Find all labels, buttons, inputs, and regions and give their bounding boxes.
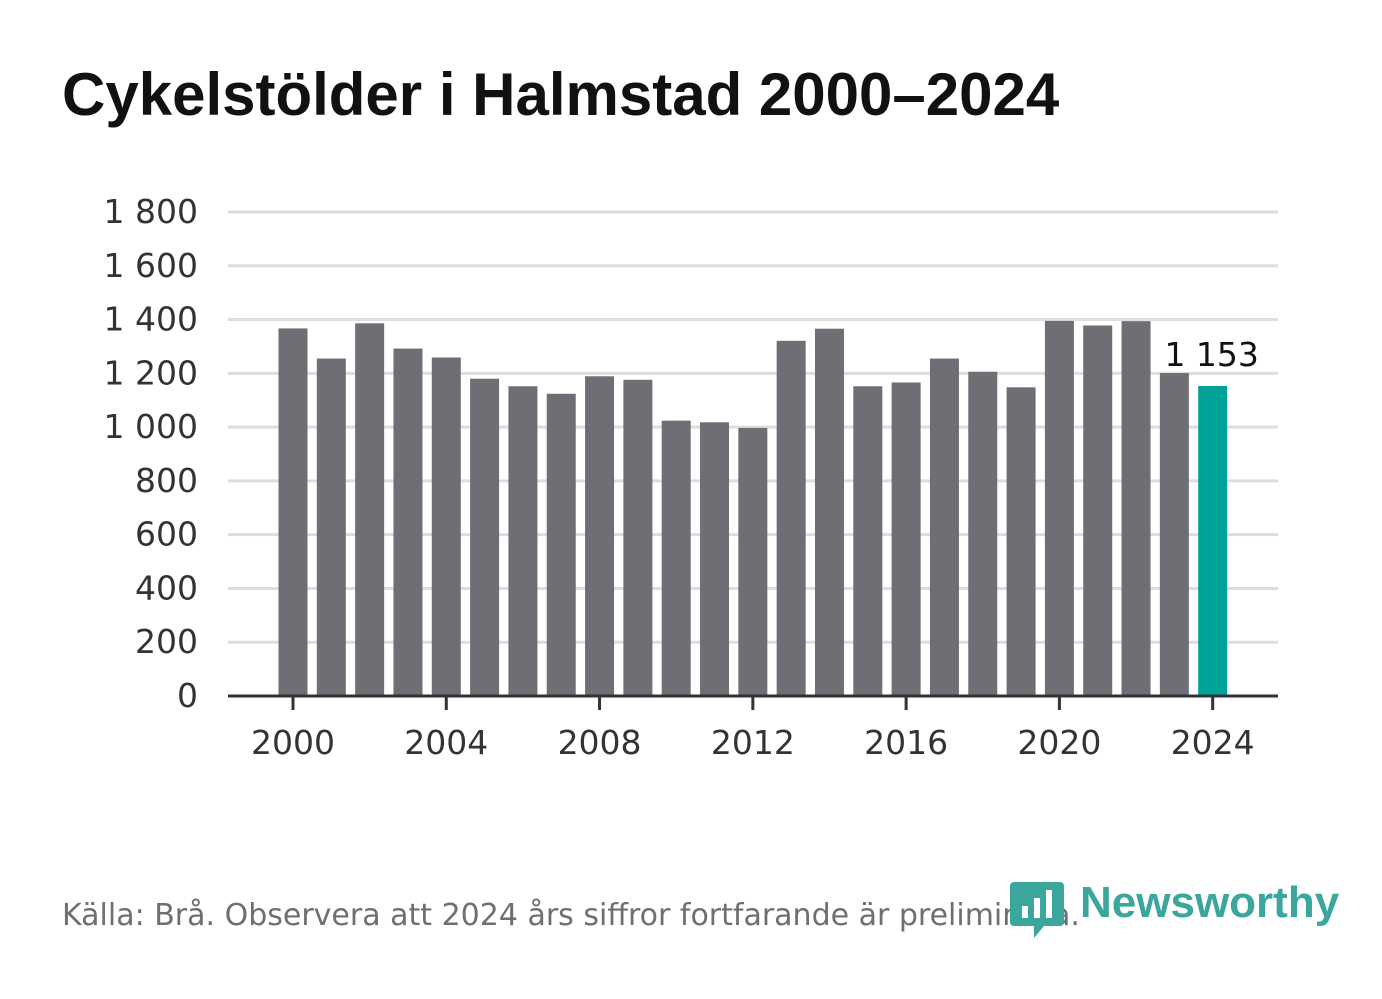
bar-2017 xyxy=(929,358,959,696)
bar-2024 xyxy=(1198,385,1228,696)
bar-2019 xyxy=(1006,387,1036,696)
bar-2004 xyxy=(431,357,461,696)
x-tick-label: 2024 xyxy=(1171,723,1255,762)
y-tick-label: 1 400 xyxy=(104,300,198,339)
bar-2012 xyxy=(738,427,768,696)
bar-2018 xyxy=(968,371,998,696)
bar-2005 xyxy=(470,378,500,696)
y-tick-label: 800 xyxy=(135,461,198,500)
x-tick-label: 2000 xyxy=(251,723,335,762)
x-tick-label: 2012 xyxy=(711,723,795,762)
brand-logo: Newsworthy xyxy=(1010,878,1339,940)
bar-2006 xyxy=(508,386,538,696)
data-labels: 1 153 xyxy=(1164,335,1258,374)
y-tick-label: 1 600 xyxy=(104,246,198,285)
y-tick-label: 200 xyxy=(135,622,198,661)
source-note: Källa: Brå. Observera att 2024 års siffr… xyxy=(62,898,1080,933)
y-tick-label: 1 000 xyxy=(104,407,198,446)
bar-2011 xyxy=(700,422,730,696)
brand-name: Newsworthy xyxy=(1080,878,1340,927)
y-tick-label: 400 xyxy=(135,568,198,607)
bar-2014 xyxy=(814,328,844,696)
bar-2010 xyxy=(661,420,691,696)
bar-2022 xyxy=(1121,321,1151,696)
bar-2000 xyxy=(278,328,308,696)
bar-2020 xyxy=(1044,320,1074,696)
x-axis-ticks: 2000 2004 2008 2012 2016 2020 2024 xyxy=(228,694,1278,762)
x-tick-label: 2016 xyxy=(864,723,948,762)
bar-2016 xyxy=(891,382,921,696)
bar-2002 xyxy=(355,323,385,696)
bar-2013 xyxy=(776,340,806,696)
x-tick-label: 2020 xyxy=(1017,723,1101,762)
chart-title: Cykelstölder i Halmstad 2000–2024 xyxy=(62,61,1060,128)
y-tick-label: 1 800 xyxy=(104,192,198,231)
x-tick-label: 2008 xyxy=(558,723,642,762)
x-tick-label: 2004 xyxy=(404,723,488,762)
y-tick-label: 0 xyxy=(177,676,198,715)
bar-2001 xyxy=(316,358,346,696)
bar-2021 xyxy=(1083,325,1113,696)
y-tick-label: 1 200 xyxy=(104,353,198,392)
data-label-2024: 1 153 xyxy=(1164,335,1258,374)
bar-2007 xyxy=(546,393,576,696)
bar-2009 xyxy=(623,379,653,696)
bar-2003 xyxy=(393,348,423,696)
newsworthy-logo-icon xyxy=(1010,882,1064,938)
y-axis-ticks: 0 200 400 600 800 1 000 1 200 1 400 1 600 1 800 xyxy=(104,192,198,715)
bars xyxy=(278,320,1228,696)
bar-2008 xyxy=(585,376,615,696)
bar-2015 xyxy=(853,386,883,696)
bar-2023 xyxy=(1159,373,1189,696)
y-tick-label: 600 xyxy=(135,515,198,554)
